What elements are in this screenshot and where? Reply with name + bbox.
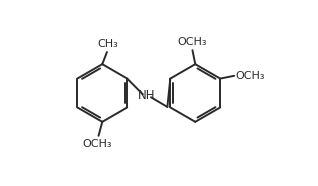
Text: OCH₃: OCH₃ [83,139,112,149]
Text: OCH₃: OCH₃ [235,71,265,81]
Text: NH: NH [138,89,156,102]
Text: OCH₃: OCH₃ [178,37,207,47]
Text: CH₃: CH₃ [98,39,118,49]
